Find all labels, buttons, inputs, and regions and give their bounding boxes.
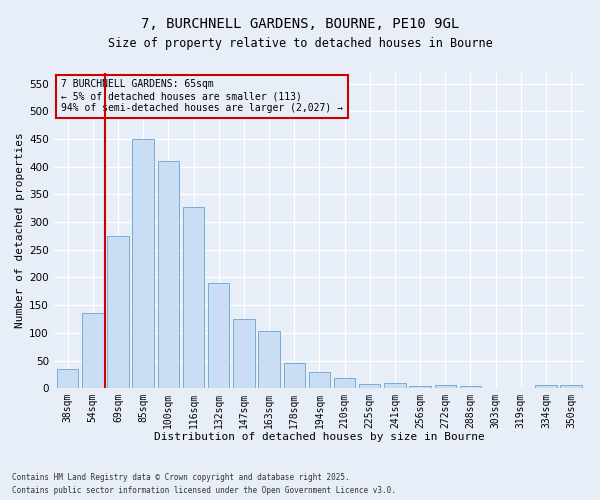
Bar — [334, 378, 355, 388]
Bar — [259, 331, 280, 388]
Text: 7, BURCHNELL GARDENS, BOURNE, PE10 9GL: 7, BURCHNELL GARDENS, BOURNE, PE10 9GL — [141, 18, 459, 32]
Bar — [183, 207, 204, 388]
Bar — [308, 372, 330, 388]
Text: 7 BURCHNELL GARDENS: 65sqm
← 5% of detached houses are smaller (113)
94% of semi: 7 BURCHNELL GARDENS: 65sqm ← 5% of detac… — [61, 80, 343, 112]
Bar — [233, 319, 254, 388]
Text: Size of property relative to detached houses in Bourne: Size of property relative to detached ho… — [107, 38, 493, 51]
Bar — [133, 139, 154, 388]
Text: Contains public sector information licensed under the Open Government Licence v3: Contains public sector information licen… — [12, 486, 396, 495]
Bar — [158, 161, 179, 388]
Bar — [284, 362, 305, 388]
Bar — [434, 386, 456, 388]
X-axis label: Distribution of detached houses by size in Bourne: Distribution of detached houses by size … — [154, 432, 485, 442]
Text: Contains HM Land Registry data © Crown copyright and database right 2025.: Contains HM Land Registry data © Crown c… — [12, 472, 350, 482]
Bar — [560, 385, 582, 388]
Bar — [384, 382, 406, 388]
Bar — [409, 386, 431, 388]
Bar — [208, 283, 229, 388]
Bar — [57, 369, 79, 388]
Y-axis label: Number of detached properties: Number of detached properties — [15, 132, 25, 328]
Bar — [359, 384, 380, 388]
Bar — [107, 236, 128, 388]
Bar — [460, 386, 481, 388]
Bar — [82, 314, 104, 388]
Bar — [535, 385, 557, 388]
